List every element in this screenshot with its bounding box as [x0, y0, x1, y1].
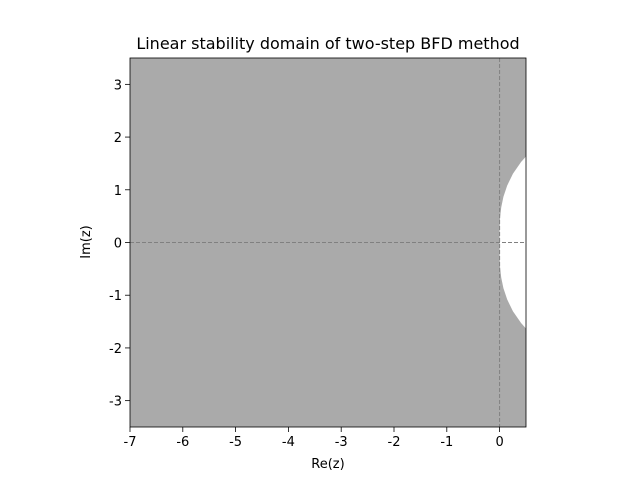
- plot-area: [130, 58, 526, 427]
- x-tick-label: -3: [335, 435, 348, 450]
- x-tick-label: -6: [176, 435, 189, 450]
- x-axis-label: Re(z): [311, 457, 344, 472]
- x-tick-label: -2: [388, 435, 401, 450]
- y-tick-label: -2: [109, 342, 122, 357]
- y-tick-label: 3: [114, 78, 122, 93]
- x-tick-label: -7: [124, 435, 137, 450]
- chart-title: Linear stability domain of two-step BFD …: [136, 34, 519, 53]
- y-tick-label: -3: [109, 395, 122, 410]
- x-tick-label: -4: [282, 435, 295, 450]
- x-tick-label: 0: [495, 435, 503, 450]
- x-tick-label: -5: [229, 435, 242, 450]
- y-tick-label: 0: [114, 237, 122, 252]
- y-tick-label: 1: [114, 184, 122, 199]
- y-tick-label: -1: [109, 289, 122, 304]
- x-tick-label: -1: [440, 435, 453, 450]
- unstable-region: [499, 156, 526, 329]
- y-axis-label: Im(z): [79, 225, 94, 258]
- y-tick-label: 2: [114, 131, 122, 146]
